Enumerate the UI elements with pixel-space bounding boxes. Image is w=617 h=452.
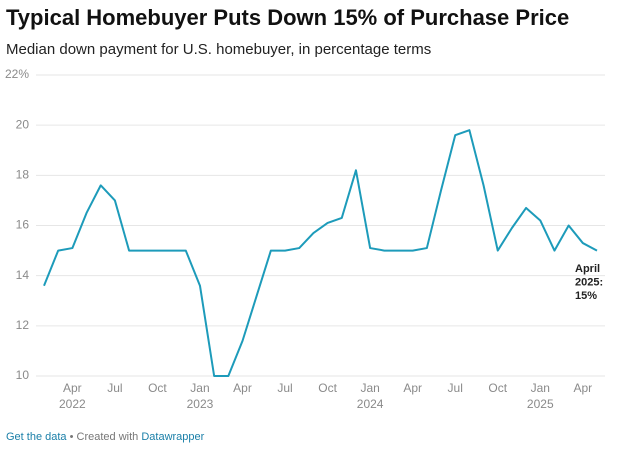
y-tick-label: 14 — [16, 268, 30, 282]
y-tick-label: 18 — [16, 168, 30, 182]
y-tick-label: 20 — [16, 117, 30, 131]
x-year-label: 2025 — [527, 397, 554, 411]
x-tick-label: Jan — [190, 381, 209, 395]
x-tick-label: Oct — [488, 381, 507, 395]
annotation: 15% — [575, 290, 597, 302]
x-tick-label: Apr — [63, 381, 82, 395]
x-tick-label: Oct — [148, 381, 167, 395]
footer-text: • Created with — [70, 431, 139, 443]
x-tick-label: Apr — [573, 381, 592, 395]
x-tick-label: Oct — [318, 381, 337, 395]
x-tick-label: Jul — [107, 381, 122, 395]
x-tick-label: Jan — [531, 381, 550, 395]
credit-link[interactable]: Datawrapper — [141, 431, 204, 443]
y-tick-label: 16 — [16, 218, 30, 232]
annotation: April — [575, 263, 600, 275]
annotation: 2025: — [575, 276, 603, 288]
x-tick-label: Apr — [233, 381, 252, 395]
footer: Get the data • Created with Datawrapper — [6, 431, 205, 443]
y-tick-label: 12 — [16, 318, 30, 332]
x-year-label: 2024 — [357, 397, 384, 411]
chart-title: Typical Homebuyer Puts Down 15% of Purch… — [6, 5, 569, 30]
data-link[interactable]: Get the data — [6, 431, 67, 443]
line — [43, 129, 598, 377]
x-tick-label: Apr — [403, 381, 422, 395]
chart-subtitle: Median down payment for U.S. homebuyer, … — [6, 41, 431, 58]
y-tick-label: 22% — [5, 67, 29, 81]
x-tick-label: Jul — [277, 381, 292, 395]
x-tick-label: Jan — [360, 381, 379, 395]
x-tick-label: Jul — [448, 381, 463, 395]
x-year-label: 2022 — [59, 397, 86, 411]
x-year-label: 2023 — [187, 397, 214, 411]
y-tick-label: 10 — [16, 368, 30, 382]
